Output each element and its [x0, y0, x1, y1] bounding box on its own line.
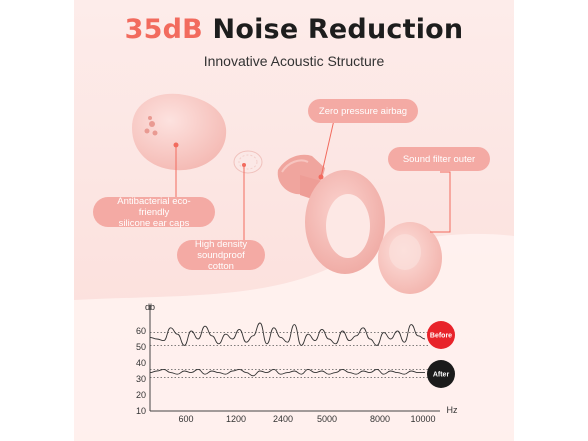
- y-tick-label-4: 50: [136, 342, 146, 352]
- callout-zero-pressure: Zero pressure airbag: [308, 99, 418, 123]
- y-tick-label-0: 10: [136, 406, 146, 416]
- x-tick-label-2: 2400: [273, 414, 293, 424]
- y-tick-label-3: 40: [136, 358, 146, 368]
- after-badge-label: After: [433, 372, 450, 379]
- x-tick-label-0: 600: [178, 414, 193, 424]
- after-badge-circle: [427, 360, 455, 388]
- x-tick-label-3: 5000: [317, 414, 337, 424]
- y-tick-label-2: 30: [136, 374, 146, 384]
- before-badge-circle: [427, 321, 455, 349]
- series-line-after: [149, 368, 425, 377]
- callout-sound-filter: Sound filter outer: [388, 147, 490, 171]
- page-subtitle: Innovative Acoustic Structure: [203, 53, 385, 69]
- leader-filter: [430, 171, 451, 233]
- x-tick-label-5: 10000: [410, 414, 435, 424]
- page-title: 35dB Noise Reduction: [0, 14, 588, 45]
- series-line-before: [149, 322, 426, 346]
- title-rest: Noise Reduction: [212, 14, 464, 45]
- before-badge-label: Before: [430, 333, 452, 340]
- callout-ear-caps-line1: Antibacterial eco-friendly: [117, 195, 191, 218]
- callout-cotton: High density soundproof cotton: [177, 238, 265, 272]
- ear-cap-shape: [132, 93, 227, 171]
- chart-series: [149, 322, 426, 377]
- cotton-shape: [233, 150, 263, 174]
- y-tick-label-5: 60: [136, 326, 146, 336]
- y-axis-label: db: [145, 302, 155, 312]
- callout-sound-filter-label: Sound filter outer: [402, 153, 476, 165]
- y-tick-label-1: 20: [136, 390, 146, 400]
- chart-labels: 10 20 30 40 50 60 db 600 1200 2400 5000 8000 10000 Hz: [136, 302, 458, 424]
- callout-zero-pressure-label: Zero pressure airbag: [318, 105, 408, 117]
- chart-axes: [149, 305, 440, 412]
- filter-disc-shape: [378, 222, 442, 294]
- earplug-body-shape: [277, 154, 385, 274]
- callout-cotton-line2: soundproof cotton: [197, 249, 245, 272]
- after-badge: After: [427, 360, 455, 388]
- before-badge: Before: [427, 321, 455, 349]
- chart-grid: [150, 332, 428, 378]
- callout-ear-caps: Antibacterial eco-friendly silicone ear …: [93, 195, 215, 229]
- callout-cotton-line1: High density: [194, 238, 248, 250]
- x-tick-label-4: 8000: [370, 414, 390, 424]
- callout-ear-caps-line2: silicone ear caps: [118, 217, 190, 229]
- x-axis-label: Hz: [447, 405, 458, 415]
- title-accent: 35dB: [124, 14, 203, 45]
- x-tick-label-1: 1200: [226, 414, 246, 424]
